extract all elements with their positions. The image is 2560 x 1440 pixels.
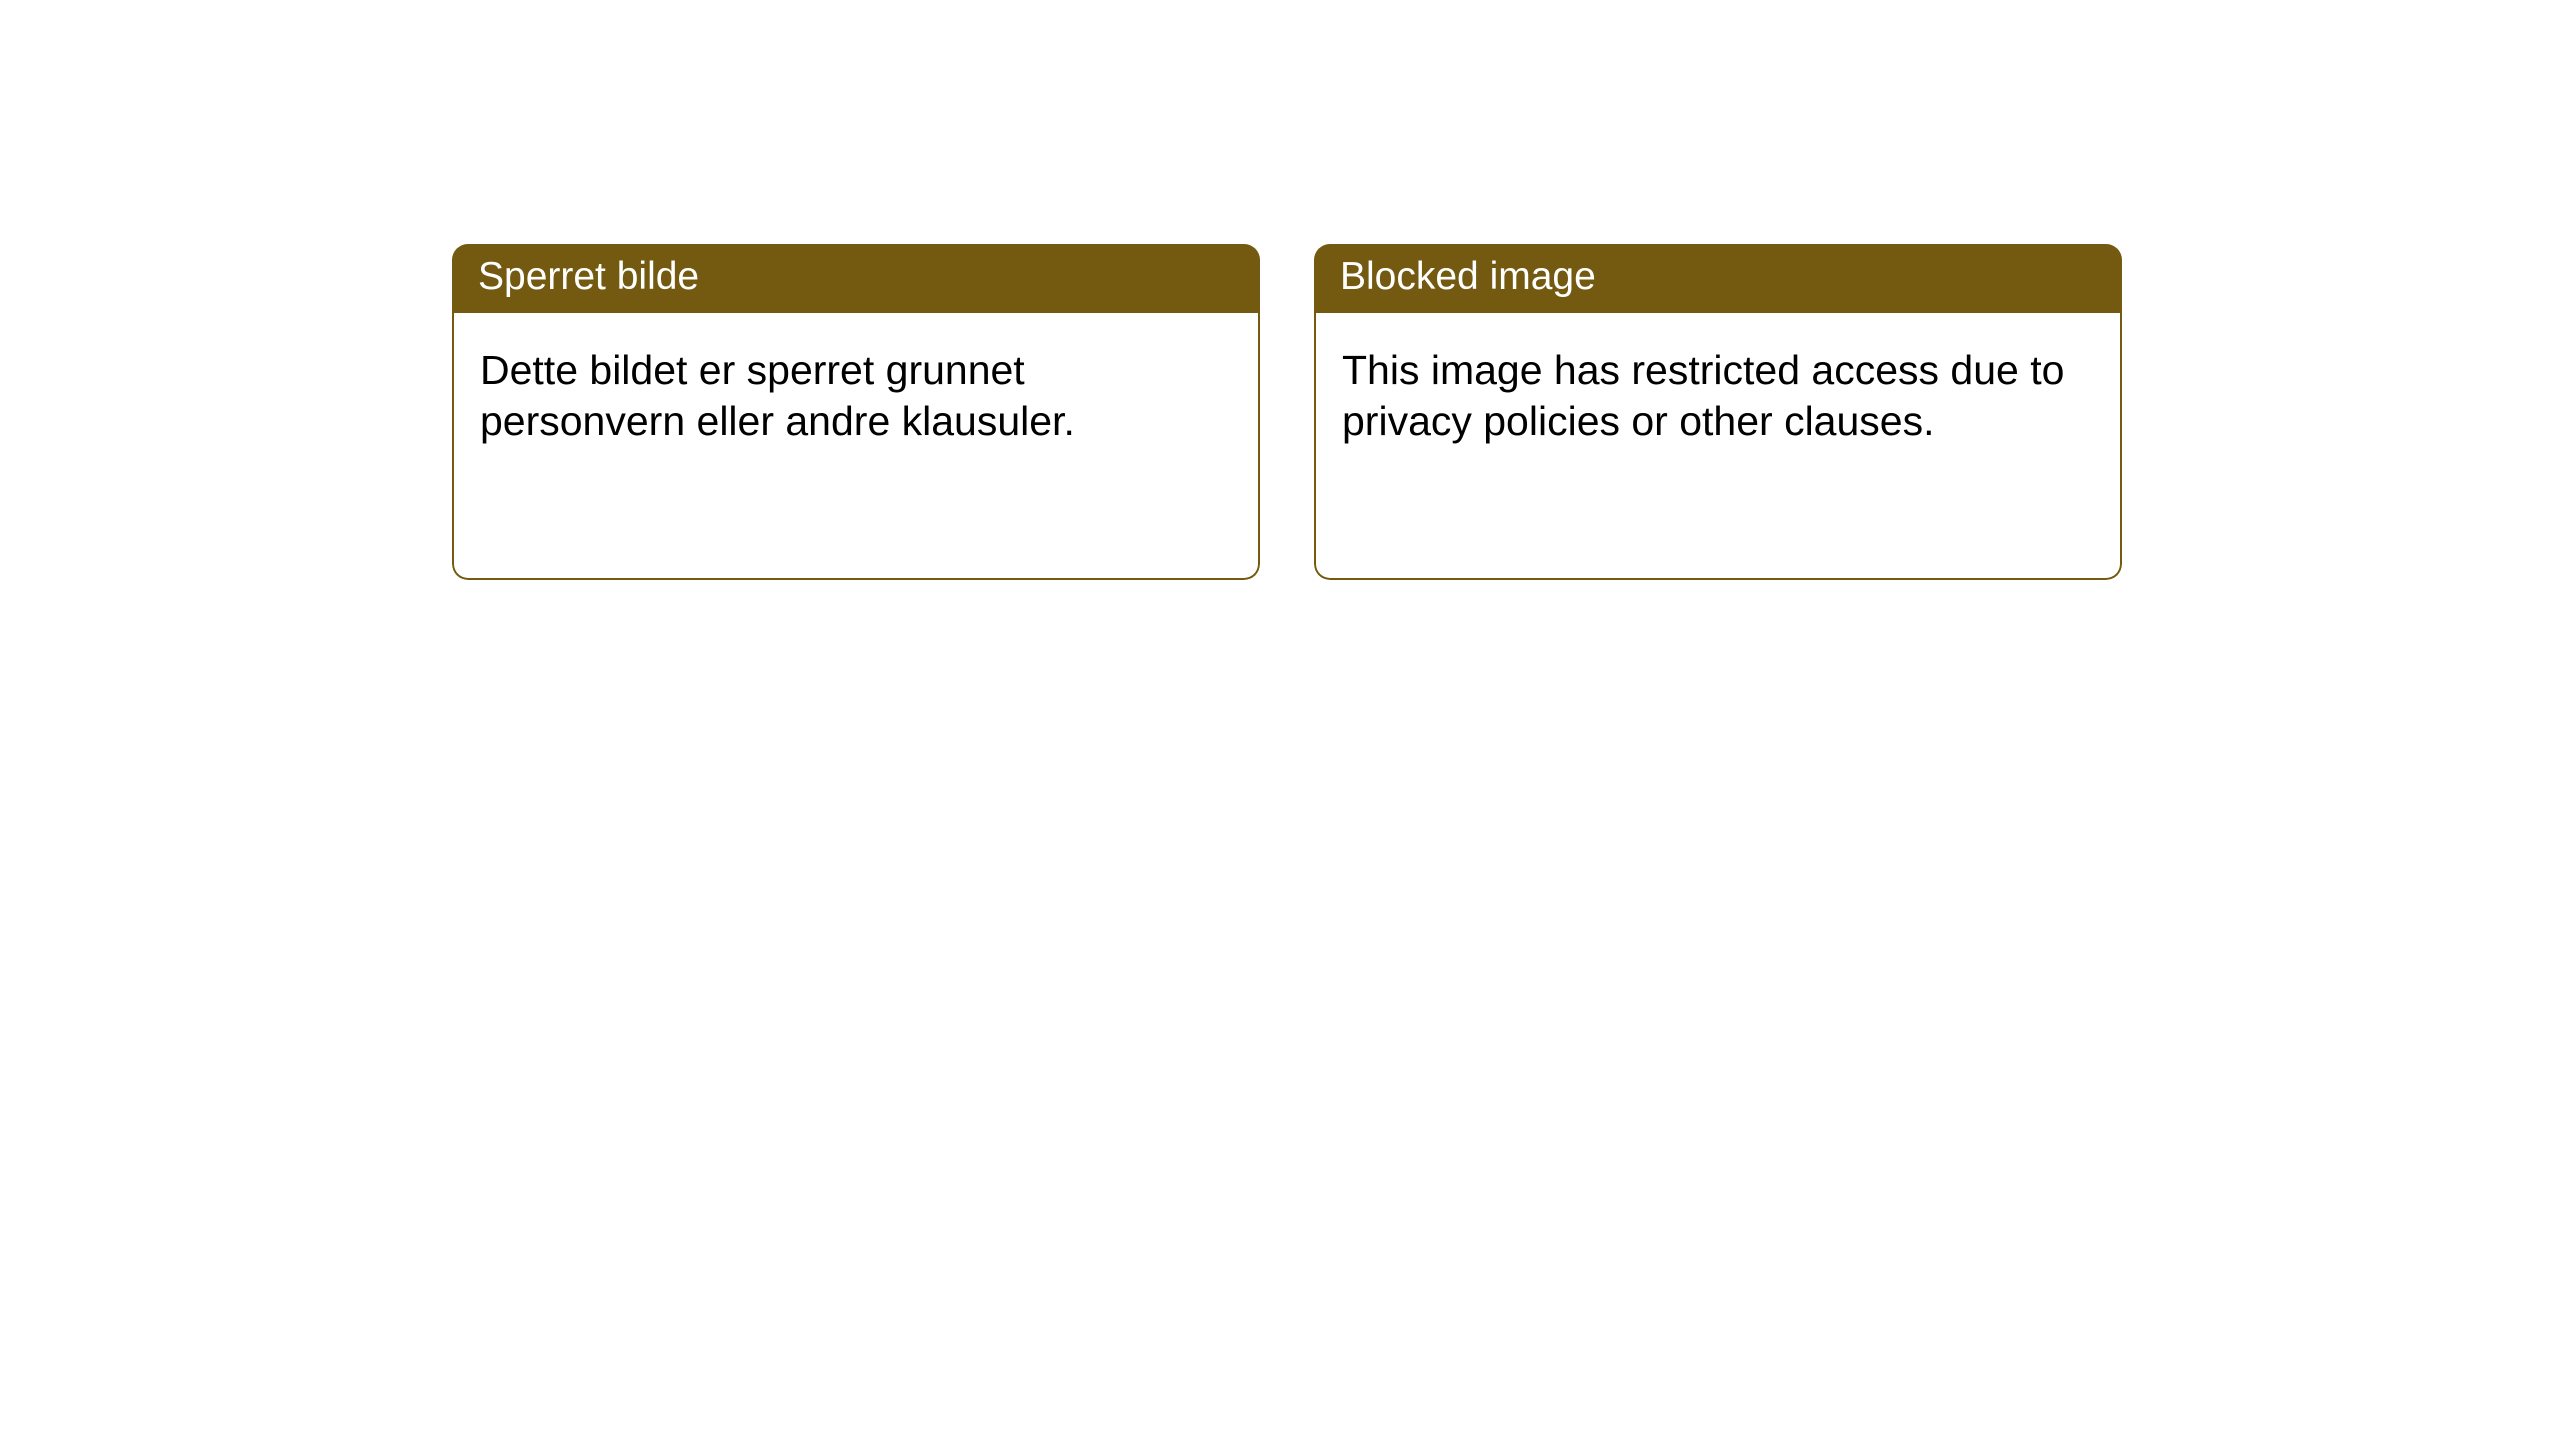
card-body-norwegian: Dette bildet er sperret grunnet personve… — [452, 313, 1260, 580]
card-body-english: This image has restricted access due to … — [1314, 313, 2122, 580]
notice-card-norwegian: Sperret bilde Dette bildet er sperret gr… — [452, 244, 1260, 580]
notice-cards-container: Sperret bilde Dette bildet er sperret gr… — [452, 244, 2122, 580]
card-header-english: Blocked image — [1314, 244, 2122, 313]
card-header-norwegian: Sperret bilde — [452, 244, 1260, 313]
notice-card-english: Blocked image This image has restricted … — [1314, 244, 2122, 580]
